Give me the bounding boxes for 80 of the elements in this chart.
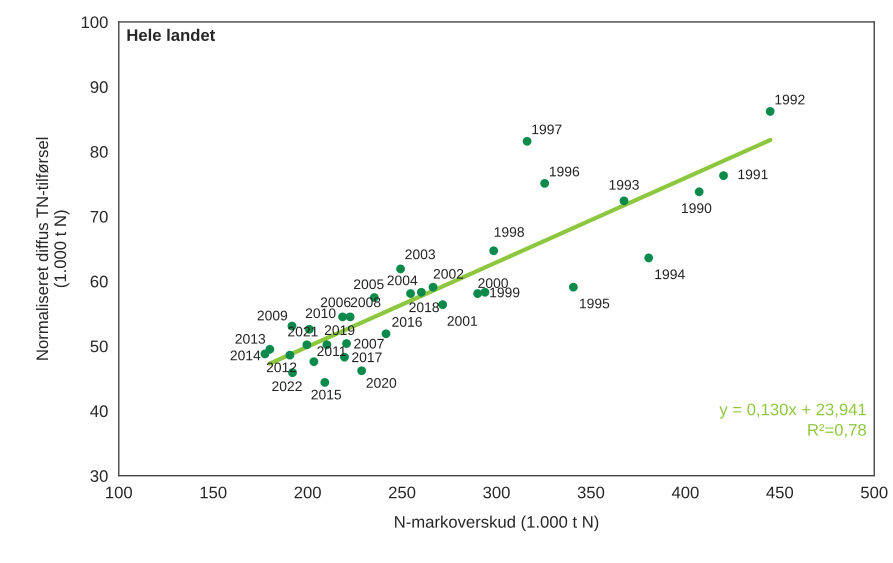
point (382, 329, 390, 338)
point (540, 178, 550, 188)
annotation: 2000 (478, 278, 508, 288)
x-tick-label: 400 (672, 486, 699, 498)
annotation: 2021 (288, 326, 318, 336)
y-tick-label: 90 (90, 81, 108, 93)
point (396, 264, 405, 274)
y-tick-label: 60 (90, 276, 108, 288)
annotation: 1993 (610, 180, 639, 190)
point (342, 339, 351, 348)
annotation: 1996 (550, 166, 580, 176)
annotation: 2006 (320, 297, 350, 308)
x-tick-label: 300 (483, 486, 510, 498)
annotation: 2009 (258, 310, 288, 320)
point (766, 107, 775, 116)
point (285, 350, 294, 360)
point (522, 136, 532, 146)
point (473, 289, 482, 298)
x-axis-title: N-markoverskud (1.000 t N) (395, 516, 598, 532)
point (438, 300, 448, 309)
annotation: y = 0,130x + 23,941 (719, 404, 866, 419)
point (302, 340, 312, 350)
annotation: 2022 (272, 381, 302, 392)
point (489, 246, 498, 256)
y-tick-label: 50 (90, 340, 108, 352)
point (644, 254, 654, 262)
annotation: 2013 (236, 334, 266, 344)
y-tick-label: 40 (90, 405, 108, 418)
x-tick-label: 500 (861, 486, 888, 498)
annotation: R²=0,78 (808, 424, 866, 438)
x-tick-label: 350 (578, 486, 604, 498)
annotation: 1990 (682, 203, 712, 214)
point (428, 282, 438, 292)
annotation: 2008 (350, 297, 380, 308)
annotation: 2017 (352, 352, 382, 362)
y-tick-label: 30 (90, 470, 108, 482)
point (416, 288, 426, 297)
annotation: 1997 (532, 124, 562, 134)
point (568, 282, 578, 292)
y-tick-label: 80 (90, 146, 108, 158)
point (309, 357, 318, 366)
annotation: 1992 (775, 94, 805, 105)
annotation: 2010 (306, 308, 336, 318)
annotation: 2018 (409, 302, 439, 312)
y-tick-label: 100 (82, 16, 108, 28)
annotation: 1995 (580, 298, 610, 308)
point (620, 196, 628, 206)
annotation: 2007 (354, 338, 384, 349)
x-tick-label: 200 (294, 486, 321, 498)
annotation: 2001 (448, 316, 478, 326)
y-tick-label: 70 (90, 210, 108, 223)
annotation: 2020 (366, 378, 396, 388)
annotation: 2003 (405, 249, 436, 260)
annotation: 2004 (387, 275, 418, 286)
point (480, 288, 490, 297)
x-tick-label: 100 (106, 486, 132, 498)
y-axis-title: Normaliseret diffus TN-tilførsel (1.000 t N) (36, 138, 70, 360)
annotation: 1991 (738, 169, 768, 180)
point (406, 289, 415, 298)
point (694, 187, 704, 196)
annotation: 1999 (490, 288, 520, 298)
annotation: 2012 (266, 362, 296, 372)
annotation: 2005 (354, 279, 384, 290)
point (338, 312, 347, 322)
x-tick-label: 150 (200, 486, 226, 498)
annotation: 2014 (230, 350, 260, 360)
annotation: 2016 (392, 317, 422, 327)
annotation: 2002 (434, 268, 464, 279)
point (357, 366, 366, 376)
annotation: 1998 (494, 227, 524, 237)
point (719, 171, 728, 180)
point (320, 378, 330, 387)
x-tick-label: 250 (389, 486, 416, 498)
x-tick-label: 450 (766, 486, 794, 498)
annotation: 2015 (311, 390, 342, 400)
point (346, 312, 355, 322)
annotation: 1994 (655, 269, 685, 280)
point (260, 349, 270, 358)
annotation: Hele landet (127, 28, 216, 42)
annotation: 2011 (317, 346, 346, 356)
